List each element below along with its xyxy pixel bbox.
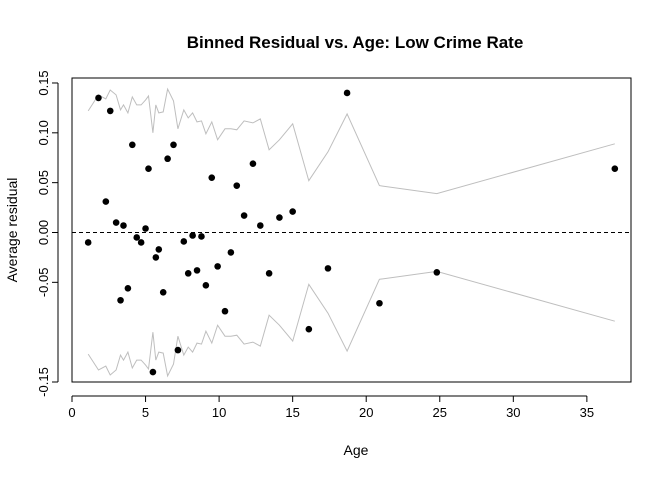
x-tick-label: 35 [580, 405, 594, 420]
data-point [249, 160, 257, 168]
data-point [343, 89, 351, 97]
y-tick-label: -0.15 [36, 367, 51, 397]
y-tick-label: -0.05 [36, 268, 51, 298]
data-point [227, 249, 235, 256]
y-tick-label: 0.00 [36, 220, 51, 245]
y-tick-label: 0.05 [36, 170, 51, 195]
data-point [106, 107, 114, 115]
y-tick-label: 0.15 [36, 70, 51, 95]
chart-title: Binned Residual vs. Age: Low Crime Rate [187, 33, 524, 52]
data-point [149, 368, 157, 376]
x-tick-label: 5 [142, 405, 149, 420]
plot-area: 0 5 10 15 20 25 30 35 -0.15 -0.05 0.00 0.05 0.10 0.15 [36, 70, 632, 420]
x-tick-label: 15 [285, 405, 299, 420]
y-axis-label: Average residual [4, 178, 20, 283]
data-point [174, 346, 182, 354]
data-point [180, 238, 188, 245]
data-point [155, 246, 163, 253]
data-point [265, 270, 273, 277]
data-point [124, 285, 132, 292]
upper-bound-line [87, 87, 615, 195]
data-point [145, 165, 152, 173]
x-tick-label: 10 [212, 405, 226, 420]
data-point [324, 265, 332, 272]
data-point [193, 267, 201, 274]
y-tick-label: 0.10 [36, 120, 51, 145]
x-tick-label: 25 [433, 405, 447, 420]
data-point [112, 219, 120, 226]
data-point [117, 296, 124, 304]
data-point [159, 288, 167, 296]
x-tick-label: 20 [359, 405, 373, 420]
data-point [240, 212, 248, 219]
data-point [152, 254, 160, 261]
data-point [84, 239, 92, 246]
data-point [233, 182, 241, 189]
data-point [276, 214, 283, 221]
data-point [137, 239, 145, 246]
data-point [214, 263, 221, 270]
x-tick-label: 30 [506, 405, 520, 420]
data-point [95, 94, 102, 102]
data-point [102, 198, 110, 205]
data-point [133, 234, 141, 241]
data-point [433, 269, 441, 276]
data-point [184, 270, 192, 277]
data-point [170, 141, 177, 149]
data-point [129, 141, 136, 149]
data-point [120, 222, 127, 229]
data-point [189, 232, 196, 239]
data-point [256, 222, 264, 229]
x-axis-label: Age [344, 442, 369, 458]
data-point [164, 155, 171, 163]
data-point [611, 165, 619, 173]
data-point [305, 325, 313, 333]
data-point [208, 174, 216, 181]
x-tick-label: 0 [68, 405, 75, 420]
data-point [376, 299, 383, 307]
data-point [202, 282, 210, 289]
data-point [142, 225, 149, 232]
plot-frame [71, 77, 632, 383]
data-point [221, 307, 229, 315]
data-point [198, 233, 205, 240]
data-point [289, 208, 296, 215]
lower-bound-line [87, 270, 615, 378]
